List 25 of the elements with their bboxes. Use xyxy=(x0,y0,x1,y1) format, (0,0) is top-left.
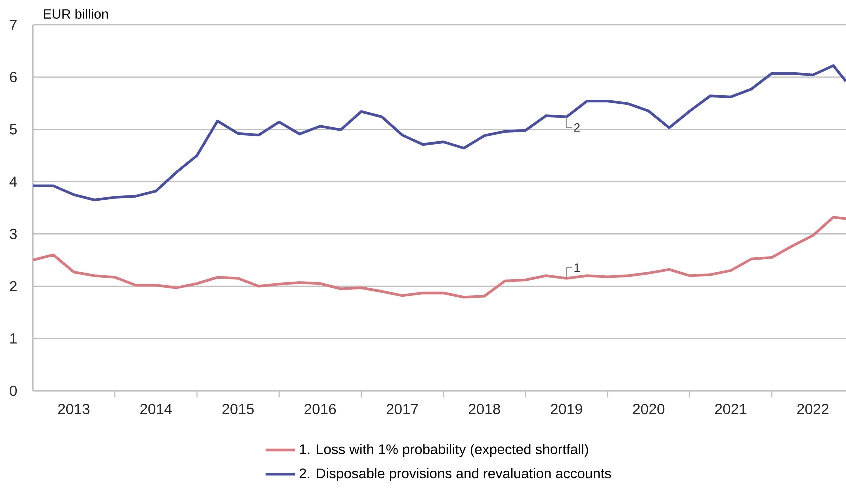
line-series xyxy=(33,64,846,202)
x-tick-label: 2016 xyxy=(304,404,336,414)
y-tick-label: 7 xyxy=(10,20,17,30)
y-tick-label: 0 xyxy=(10,386,18,396)
y-tick-label: 1 xyxy=(10,334,17,344)
x-tick-label: 2020 xyxy=(633,404,665,414)
y-tick-label: 3 xyxy=(10,228,17,240)
x-tick-label: 2017 xyxy=(386,404,418,414)
annotation: 1 xyxy=(574,264,580,272)
annotation: 2 xyxy=(574,124,580,132)
x-tick-label: 2018 xyxy=(469,404,500,414)
y-tick-label: 5 xyxy=(10,124,17,135)
y-tick-label: 4 xyxy=(10,176,18,187)
y-tick-label: 6 xyxy=(10,72,17,82)
x-tick-label: 2019 xyxy=(551,404,582,414)
y-tick-label: 2 xyxy=(10,281,17,292)
x-tick-label: 2014 xyxy=(140,404,172,414)
legend-label: 1. Loss with 1% probability (expected shortfall) xyxy=(300,444,588,458)
y-axis-title: EUR billion xyxy=(44,9,108,19)
line-series xyxy=(33,216,846,299)
x-tick-label: 2015 xyxy=(222,404,254,414)
x-tick-label: 2022 xyxy=(798,404,829,414)
x-tick-label: 2013 xyxy=(58,404,90,414)
legend-label: 2. Disposable provisions and revaluation accounts xyxy=(300,468,612,482)
x-tick-label: 2021 xyxy=(715,404,747,414)
